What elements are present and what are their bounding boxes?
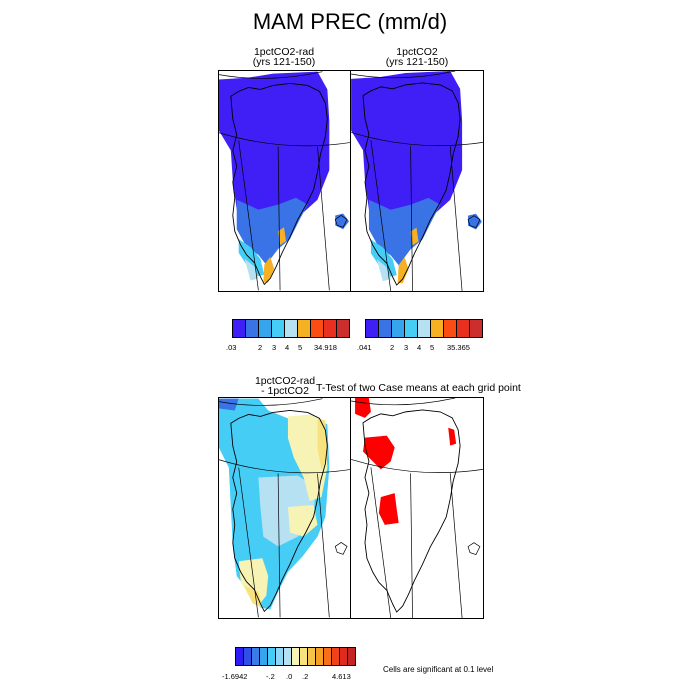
colorbar-tick-label: 34.918 (314, 343, 337, 352)
colorbar-tick-label: 3 (272, 343, 277, 352)
coastline (230, 83, 328, 286)
colorbar-tick-label: 4.613 (332, 672, 351, 681)
colorbar-tick-label: -.2 (266, 672, 275, 681)
coastline-island (334, 542, 348, 555)
colorbar-swatch (271, 319, 285, 338)
map-panel-1pctco2-rad (218, 70, 351, 292)
map-canvas (351, 71, 483, 291)
colorbar-swatch (430, 319, 444, 338)
coastline (362, 409, 461, 613)
colorbar-swatch (232, 319, 246, 338)
colorbar-swatch (365, 319, 379, 338)
panel2-title-line1: 1pctCO2 (396, 46, 438, 58)
colorbar-difference (235, 647, 356, 666)
coastline-island (334, 215, 348, 228)
precip-region-orange (278, 227, 286, 246)
colorbar-tick-label: 3 (404, 343, 409, 352)
colorbar-tick-label: 5 (298, 343, 303, 352)
lat-lon-grid (219, 398, 350, 618)
colorbar-swatch (469, 319, 483, 338)
colorbar-swatch (310, 319, 324, 338)
colorbar-swatch (258, 319, 272, 338)
precip-region-moderate (368, 197, 441, 266)
diff-region-positive-strong (244, 585, 263, 608)
panel2-title-line2: (yrs 121-150) (385, 56, 449, 68)
lat-lon-grid (351, 71, 483, 291)
panel4-title: T-Test of two Case means at each grid po… (316, 382, 521, 394)
colorbar-swatch (417, 319, 431, 338)
figure-title: MAM PREC (mm/d) (252, 9, 448, 34)
precip-region-high (370, 239, 397, 278)
colorbar-swatch (284, 319, 298, 338)
significant-cells (378, 493, 399, 525)
colorbar-swatch (297, 319, 311, 338)
colorbar-swatch (404, 319, 418, 338)
precip-region-high (238, 239, 265, 277)
map-canvas (219, 71, 350, 291)
colorbar-swatch (456, 319, 470, 338)
precip-region-orange (397, 257, 409, 284)
precip-region-moderate (236, 197, 308, 265)
significance-note: Cells are significant at 0.1 level (383, 665, 494, 674)
colorbar-tick-label: .0 (286, 672, 293, 681)
lat-lon-grid (219, 71, 350, 291)
colorbar-swatch (391, 319, 405, 338)
colorbar-tick-label: 5 (430, 343, 435, 352)
panel1-title-line1: 1pctCO2-rad (253, 46, 315, 58)
diff-region-positive (287, 414, 328, 502)
diff-region-positive-strong (317, 418, 328, 470)
colorbar-swatch (336, 319, 350, 338)
panel1-title: 1pctCO2-rad (yrs 121-150) (218, 46, 350, 68)
precip-region-pale (244, 258, 259, 281)
map-canvas (219, 398, 350, 618)
colorbar-tick-label: 2 (258, 343, 263, 352)
precip-region-orange (410, 227, 419, 246)
colorbar-swatch (378, 319, 392, 338)
map-panel-1pctco2 (350, 70, 484, 292)
colorbar-tick-label: 4 (285, 343, 290, 352)
colorbar-difference-ticks: -1.6942 -.2 .0 .2 4.613 (222, 672, 356, 682)
colorbar-panel2 (365, 319, 483, 338)
diff-region-negative-strong (219, 398, 239, 411)
map-panel-ttest (350, 397, 484, 619)
panel3-title-line1: 1pctCO2-rad (254, 375, 316, 387)
panel2-title: 1pctCO2 (yrs 121-150) (350, 46, 484, 68)
colorbar-tick-label: -1.6942 (222, 672, 248, 681)
precip-region-orange (263, 256, 275, 283)
map-panel-difference (218, 397, 351, 619)
panel3-title: 1pctCO2-rad - 1pctCO2 (235, 375, 335, 397)
colorbar-tick-label: 2 (390, 343, 395, 352)
coastline-island (467, 542, 481, 556)
colorbar-panel1-ticks: .03 2 3 4 5 34.918 (226, 343, 344, 353)
colorbar-tick-label: .041 (357, 343, 372, 352)
colorbar-swatch (323, 319, 337, 338)
panel3-title-line2: - 1pctCO2 (261, 385, 309, 397)
colorbar-tick-label: 35.365 (447, 343, 470, 352)
lat-lon-grid (351, 398, 483, 618)
significant-cells (355, 398, 371, 418)
colorbar-swatch (347, 647, 356, 666)
map-canvas (351, 398, 483, 618)
colorbar-tick-label: 4 (417, 343, 422, 352)
colorbar-swatch (245, 319, 259, 338)
diff-region-positive (287, 505, 318, 537)
panel1-title-line2: (yrs 121-150) (252, 56, 316, 68)
coastline (230, 410, 328, 613)
coastline (362, 82, 461, 286)
colorbar-panel2-ticks: .041 2 3 4 5 35.365 (357, 343, 479, 353)
precip-region-pale (376, 259, 391, 282)
colorbar-panel1 (232, 319, 350, 338)
colorbar-tick-label: .03 (226, 343, 237, 352)
colorbar-tick-label: .2 (302, 672, 309, 681)
colorbar-swatch (443, 319, 457, 338)
significant-cells (362, 435, 395, 470)
precip-region-low (219, 71, 330, 220)
coastline-island (467, 215, 481, 229)
significant-cells (448, 427, 457, 446)
precip-region-low (351, 71, 463, 220)
